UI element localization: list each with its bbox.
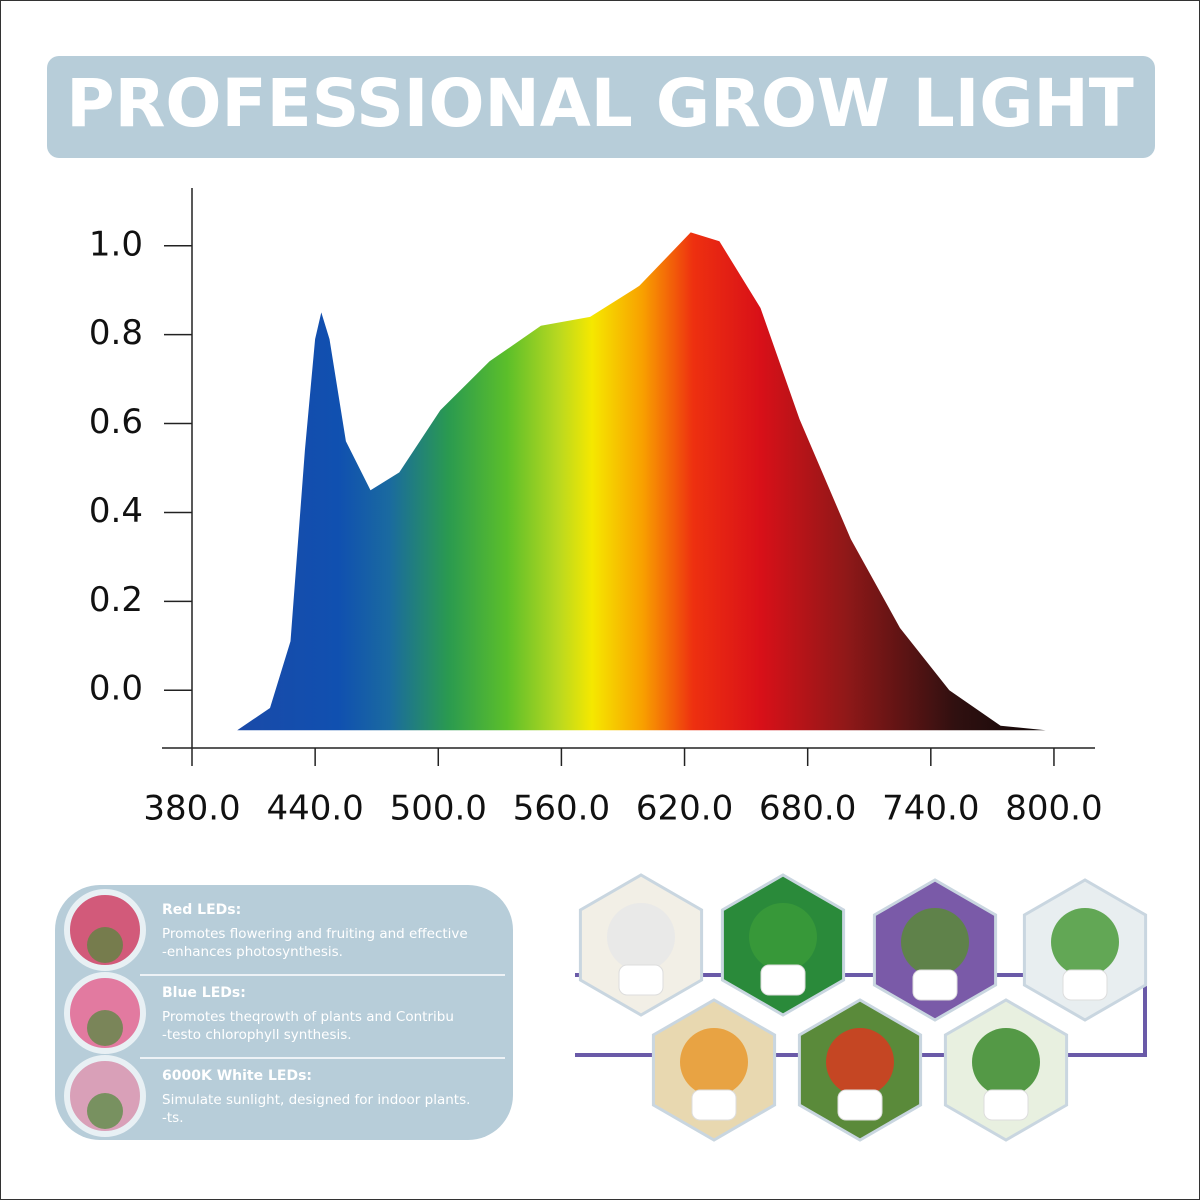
- plant-foliage: [607, 903, 675, 971]
- x-tick-label: 740.0: [882, 789, 979, 829]
- x-tick-label: 380.0: [143, 789, 240, 829]
- plant-pot: [983, 1089, 1029, 1121]
- led-description: Promotes flowering and fruiting and effe…: [162, 926, 468, 942]
- led-description: -enhances photosynthesis.: [162, 944, 343, 960]
- led-photo-leaf: [87, 1093, 123, 1129]
- chart: 0.0 0.2 0.4 0.6 0.8 1.0 380.0 440.0 500.0 560.0 62…: [89, 188, 1103, 829]
- plant-foliage: [972, 1028, 1040, 1096]
- y-tick-label: 0.0: [89, 669, 143, 709]
- led-description: -ts.: [162, 1110, 184, 1126]
- y-tick-label: 0.4: [89, 491, 143, 531]
- spectrum-area: [237, 232, 1083, 731]
- banner: [47, 56, 1155, 158]
- plant-foliage: [901, 908, 969, 976]
- plant-pot: [691, 1089, 737, 1121]
- banner-title: PROFESSIONAL GROW LIGHT: [66, 65, 1134, 142]
- plant-pot: [912, 969, 958, 1001]
- led-photo-leaf: [87, 927, 123, 963]
- x-tick-label: 440.0: [266, 789, 363, 829]
- plant-foliage: [680, 1028, 748, 1096]
- led-description: Promotes theqrowth of plants and Contrib…: [162, 1009, 454, 1025]
- led-panel: [55, 885, 513, 1140]
- y-tick-label: 0.2: [89, 580, 143, 620]
- plant-pot: [837, 1089, 883, 1121]
- plant-pot: [1062, 969, 1108, 1001]
- plant-pot: [618, 964, 664, 996]
- x-tick-label: 500.0: [390, 789, 487, 829]
- y-tick-label: 0.6: [89, 402, 143, 442]
- y-tick-label: 0.8: [89, 313, 143, 353]
- plant-gallery: [575, 873, 1148, 1142]
- plant-pot: [760, 964, 806, 996]
- x-tick-label: 800.0: [1005, 789, 1102, 829]
- led-title: Red LEDs:: [162, 902, 241, 918]
- led-list: Red LEDs: Promotes flowering and fruiting…: [64, 889, 505, 1137]
- x-tick-label: 620.0: [636, 789, 733, 829]
- led-title: 6000K White LEDs:: [162, 1068, 312, 1084]
- led-description: -testo chlorophyll synthesis.: [162, 1027, 352, 1043]
- plant-foliage: [826, 1028, 894, 1096]
- plant-foliage: [1051, 908, 1119, 976]
- x-tick-label: 560.0: [513, 789, 610, 829]
- plant-foliage: [749, 903, 817, 971]
- led-photo-leaf: [87, 1010, 123, 1046]
- led-title: Blue LEDs:: [162, 985, 246, 1001]
- y-tick-label: 1.0: [89, 224, 143, 264]
- x-tick-label: 680.0: [759, 789, 856, 829]
- led-description: Simulate sunlight, designed for indoor p…: [162, 1092, 470, 1108]
